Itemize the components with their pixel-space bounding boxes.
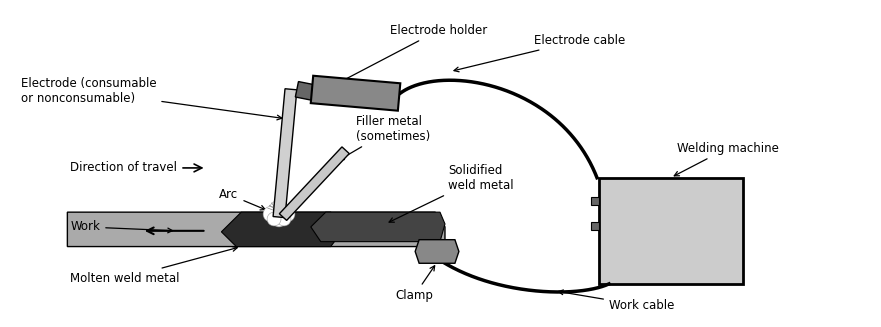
Polygon shape [273, 89, 297, 217]
Circle shape [274, 206, 292, 224]
Text: Filler metal
(sometimes): Filler metal (sometimes) [339, 114, 430, 160]
Text: Work cable: Work cable [559, 290, 674, 312]
Text: Solidified
weld metal: Solidified weld metal [389, 164, 514, 222]
Text: Molten weld metal: Molten weld metal [70, 247, 237, 284]
Circle shape [267, 212, 281, 226]
Text: Electrode cable: Electrode cable [454, 34, 626, 72]
Text: Work: Work [70, 220, 173, 233]
Polygon shape [295, 81, 318, 101]
FancyBboxPatch shape [591, 198, 599, 205]
Text: Clamp: Clamp [396, 266, 434, 302]
Circle shape [279, 206, 295, 222]
Polygon shape [67, 212, 445, 247]
Text: Welding machine: Welding machine [674, 142, 779, 176]
Polygon shape [279, 147, 349, 220]
Text: Electrode holder: Electrode holder [337, 24, 487, 83]
Text: AC or dc
power
source: AC or dc power source [640, 209, 702, 252]
Polygon shape [221, 212, 345, 247]
Circle shape [269, 200, 289, 220]
FancyBboxPatch shape [591, 222, 599, 230]
Circle shape [271, 211, 287, 227]
Text: Direction of travel: Direction of travel [70, 162, 202, 174]
FancyBboxPatch shape [599, 178, 743, 284]
Text: Electrode (consumable
or nonconsumable): Electrode (consumable or nonconsumable) [20, 77, 282, 120]
Polygon shape [311, 212, 445, 242]
Circle shape [266, 206, 284, 224]
Circle shape [263, 206, 279, 222]
Polygon shape [415, 240, 459, 263]
Text: Arc: Arc [219, 188, 265, 210]
Polygon shape [311, 76, 400, 111]
Circle shape [277, 212, 291, 226]
